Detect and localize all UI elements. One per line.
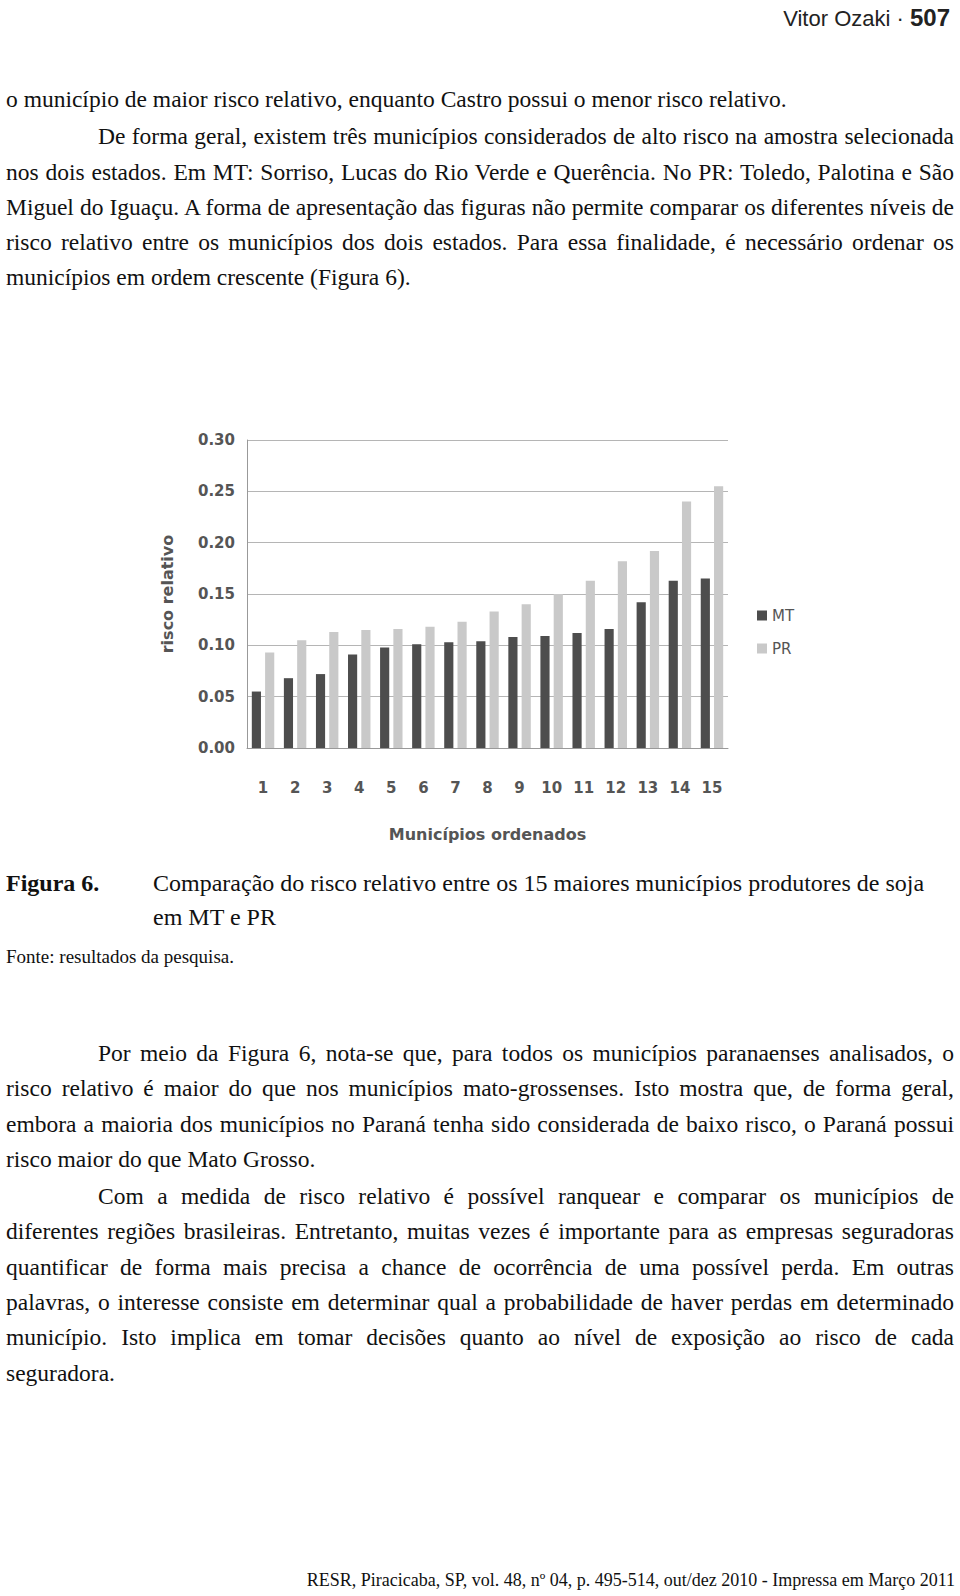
svg-text:12: 12 <box>605 779 626 797</box>
svg-text:3: 3 <box>322 779 332 797</box>
html-text:Fonte: resultados da pesquisa.: Fonte: resultados da pesquisa. <box>6 946 234 967</box>
svg-text:7: 7 <box>450 779 460 797</box>
svg-text:MT: MT <box>772 607 795 625</box>
svg-text:1: 1 <box>258 779 268 797</box>
svg-text:0.15: 0.15 <box>198 585 235 603</box>
svg-text:6: 6 <box>418 779 428 797</box>
svg-text:8: 8 <box>482 779 492 797</box>
svg-text:4: 4 <box>354 779 364 797</box>
svg-text:0.20: 0.20 <box>198 534 235 552</box>
svg-text:risco relativo: risco relativo <box>158 535 177 654</box>
svg-text:15: 15 <box>702 779 723 797</box>
html-text:De forma geral, existem três m: De forma geral, existem três municípios … <box>6 123 954 291</box>
html-text:RESR, Piracicaba, SP, vol. 48,: RESR, Piracicaba, SP, vol. 48, nº 04, p.… <box>306 1570 955 1590</box>
svg-text:0.05: 0.05 <box>198 688 235 706</box>
svg-text:5: 5 <box>386 779 396 797</box>
svg-text:PR: PR <box>772 640 791 658</box>
html-text:o município de maior risco rel: o município de maior risco relativo, enq… <box>6 86 787 112</box>
svg-text:10: 10 <box>541 779 562 797</box>
svg-text:0.00: 0.00 <box>198 739 235 757</box>
svg-text:2: 2 <box>290 779 300 797</box>
svg-text:9: 9 <box>514 779 524 797</box>
svg-text:Municípios ordenados: Municípios ordenados <box>389 825 587 844</box>
svg-text:0.10: 0.10 <box>198 636 235 654</box>
svg-text:0.30: 0.30 <box>198 431 235 449</box>
html-text:Figura 6.: Figura 6. <box>6 870 100 896</box>
svg-text:14: 14 <box>669 779 690 797</box>
svg-text:13: 13 <box>637 779 658 797</box>
html-text:Comparação do risco relativo e: Comparação do risco relativo entre os 15… <box>153 870 925 930</box>
html-text:Por meio da Figura 6, nota-se: Por meio da Figura 6, nota-se que, para … <box>6 1040 954 1172</box>
html-text:Com a medida de risco relativo: Com a medida de risco relativo é possíve… <box>6 1183 954 1386</box>
html-text:Vitor Ozaki · 507: Vitor Ozaki · 507 <box>783 4 950 31</box>
svg-text:11: 11 <box>573 779 594 797</box>
svg-text:0.25: 0.25 <box>198 482 235 500</box>
